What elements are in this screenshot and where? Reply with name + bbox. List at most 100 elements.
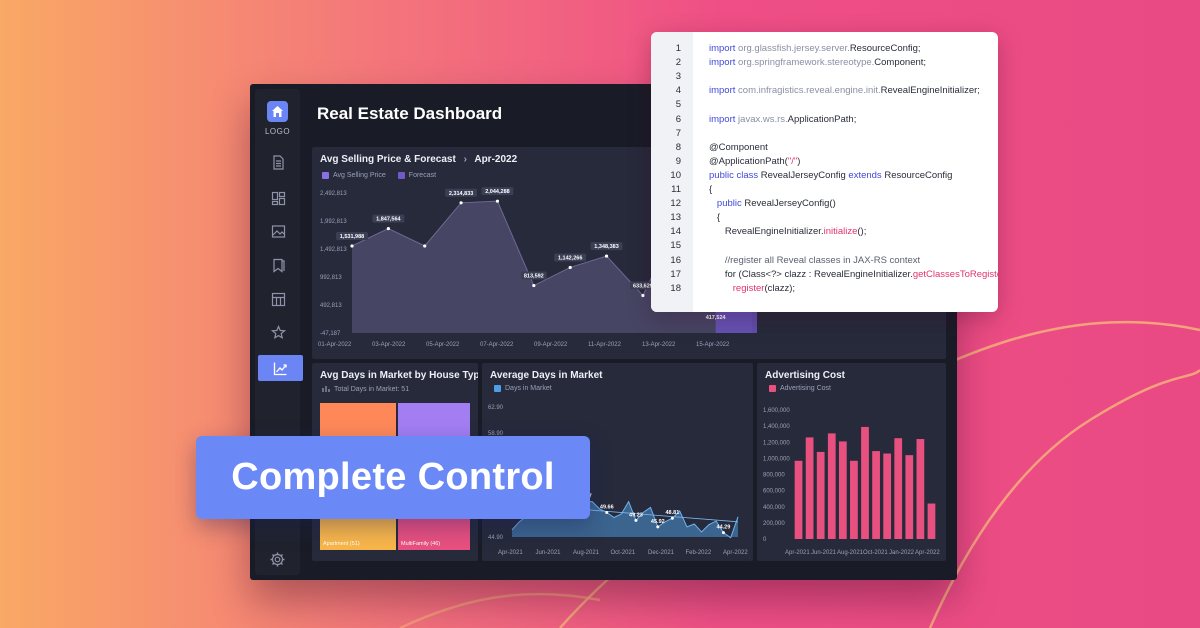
x-tick-label: 11-Apr-2022 xyxy=(588,342,622,348)
dashboard-icon[interactable] xyxy=(263,185,293,211)
grid-icon[interactable] xyxy=(263,286,293,312)
data-label: 48.81 xyxy=(666,510,680,516)
advertising-cost-panel[interactable]: Advertising Cost Advertising Cost 1,600,… xyxy=(757,363,946,561)
code-token: public xyxy=(716,198,745,210)
chart-icon[interactable] xyxy=(258,355,303,381)
data-point xyxy=(721,531,725,535)
code-line: { xyxy=(709,211,720,225)
data-label-bg xyxy=(445,188,478,197)
y-tick-label: 1,200,000 xyxy=(763,440,790,446)
code-token: org.springframework.stereotype. xyxy=(738,57,875,69)
selling-legend: Avg Selling Price Forecast xyxy=(322,172,436,179)
ad-cost-bar xyxy=(916,439,925,539)
treemap-label-apartment: Apartment (51) xyxy=(323,541,360,547)
code-token: extends xyxy=(848,169,885,181)
ad-cost-bar xyxy=(872,451,880,539)
breadcrumb[interactable]: Apr-2022 xyxy=(474,154,518,165)
line-number: 14 xyxy=(670,226,681,238)
data-label: 49.66 xyxy=(600,504,614,510)
x-tick-label: Aug-2021 xyxy=(573,550,600,556)
ad-title: Advertising Cost xyxy=(765,370,846,381)
code-token: import xyxy=(709,43,739,54)
data-point xyxy=(568,265,572,270)
code-line: for (Class<?> clazz : RevealEngineInitia… xyxy=(709,268,998,282)
code-token: @ApplicationPath( xyxy=(709,155,788,167)
code-token: RevealEngineInitializer; xyxy=(880,85,980,97)
panel-title: Avg Selling Price & Forecast › Apr-2022 xyxy=(320,154,517,165)
ad-cost-bar xyxy=(927,503,936,539)
code-token: RevealEngineInitializer. xyxy=(709,226,824,238)
y-tick-label: 44.90 xyxy=(488,535,504,541)
line-number: 5 xyxy=(675,99,681,111)
x-tick-label: Oct-2021 xyxy=(611,550,636,556)
ad-cost-bar xyxy=(838,441,847,539)
days-legend: Days in Market xyxy=(494,385,552,392)
legend-swatch xyxy=(494,385,501,392)
data-label: 813,592 xyxy=(524,274,544,280)
code-token xyxy=(709,283,733,294)
ad-cost-bar xyxy=(805,437,814,539)
bar-chart-icon xyxy=(322,386,330,392)
data-label-bg xyxy=(554,253,587,262)
home-icon[interactable] xyxy=(267,101,288,122)
data-label-bg xyxy=(372,214,405,223)
legend-label-1: Forecast xyxy=(408,172,437,179)
star-icon[interactable] xyxy=(263,319,293,345)
ad-cost-bar xyxy=(861,426,869,539)
data-point xyxy=(634,518,638,522)
data-label-bg xyxy=(336,231,368,240)
dashboard-title: Real Estate Dashboard xyxy=(317,104,503,123)
data-label: 1,348,383 xyxy=(594,244,618,250)
data-point xyxy=(386,226,390,231)
code-token: register xyxy=(732,282,765,294)
code-line: import javax.ws.rs.ApplicationPath; xyxy=(709,113,856,127)
code-line: //register all Reveal classes in JAX-RS … xyxy=(709,254,920,268)
ad-cost-bar xyxy=(905,455,914,539)
y-tick-label: 1,400,000 xyxy=(763,424,790,430)
x-tick-label: Jun-2021 xyxy=(536,550,562,556)
data-label: 44.29 xyxy=(717,525,731,531)
y-tick-label: 400,000 xyxy=(763,505,785,511)
data-label: 1,847,564 xyxy=(376,217,401,223)
x-tick-label: 09-Apr-2022 xyxy=(534,342,568,348)
ad-cost-bar xyxy=(816,451,825,539)
bookmark-icon[interactable] xyxy=(263,252,293,278)
code-line: RevealEngineInitializer.initialize(); xyxy=(709,225,867,239)
code-token: ApplicationPath; xyxy=(787,113,857,125)
line-number: 1 xyxy=(675,43,681,54)
document-icon[interactable] xyxy=(263,149,293,175)
code-token: com.infragistics.reveal.engine.init. xyxy=(738,85,881,97)
code-token xyxy=(709,198,717,209)
code-token: ResourceConfig; xyxy=(849,43,921,54)
line-number: 16 xyxy=(670,254,681,266)
selling-panel-title: Avg Selling Price & Forecast xyxy=(320,154,456,165)
legend-swatch xyxy=(397,172,405,179)
code-snippet-card: 1 import org.glassfish.jersey.server.Reso… xyxy=(651,32,998,312)
x-tick-label: Jun-2021 xyxy=(811,550,837,556)
code-line: public RevealJerseyConfig() xyxy=(709,197,836,211)
chevron-right-icon: › xyxy=(463,154,467,165)
legend-swatch xyxy=(322,172,329,179)
data-label: 2,314,833 xyxy=(449,191,473,197)
legend-label-0: Avg Selling Price xyxy=(333,172,386,179)
ad-cost-bar xyxy=(827,433,836,539)
settings-icon[interactable] xyxy=(269,551,286,573)
data-point xyxy=(604,254,609,258)
code-token: getClassesToRegister xyxy=(912,268,998,280)
code-line: { xyxy=(709,183,712,197)
data-point xyxy=(532,283,536,288)
x-tick-label: 07-Apr-2022 xyxy=(480,342,514,348)
data-label: 2,044,288 xyxy=(485,189,509,195)
ad-cost-bar xyxy=(894,438,903,539)
x-tick-label: 15-Apr-2022 xyxy=(696,342,730,348)
code-token: //register all Reveal classes in JAX-RS … xyxy=(709,254,921,266)
data-point xyxy=(495,199,500,203)
data-point xyxy=(350,244,354,248)
code-token: import xyxy=(709,57,739,69)
code-line: import org.springframework.stereotype.Co… xyxy=(709,56,926,70)
code-line: @ApplicationPath("/") xyxy=(709,155,800,169)
data-label: 45.92 xyxy=(651,519,665,525)
data-label-bg xyxy=(590,242,623,251)
image-icon[interactable] xyxy=(263,218,293,244)
y-tick-label: 992,813 xyxy=(320,275,342,281)
